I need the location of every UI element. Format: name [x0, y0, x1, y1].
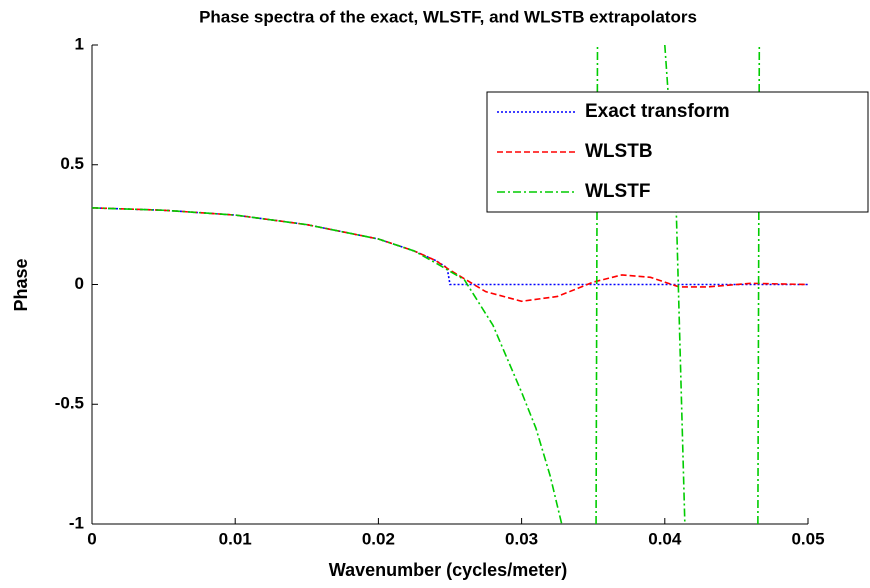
x-tick-label: 0.01	[219, 529, 252, 548]
x-axis-label: Wavenumber (cycles/meter)	[329, 560, 567, 580]
legend: Exact transform WLSTB WLSTF	[486, 91, 869, 213]
y-tick-label: -0.5	[55, 394, 84, 413]
y-tick-label: -1	[69, 513, 84, 532]
plot-area	[92, 45, 808, 524]
y-tick-label: 0.5	[60, 154, 84, 173]
y-tick-label: 1	[75, 34, 84, 53]
legend-label: WLSTB	[585, 141, 653, 162]
y-axis-label: Phase	[11, 258, 31, 311]
x-tick-label: 0.04	[648, 529, 682, 548]
x-tick-label: 0.03	[505, 529, 538, 548]
legend-label: WLSTF	[585, 181, 650, 202]
x-tick-label: 0.02	[362, 529, 395, 548]
x-tick-label: 0.05	[791, 529, 824, 548]
y-tick-label: 0	[75, 274, 84, 293]
legend-label: Exact transform	[585, 101, 730, 122]
x-tick-label: 0	[87, 529, 96, 548]
chart-title: Phase spectra of the exact, WLSTF, and W…	[199, 7, 697, 26]
